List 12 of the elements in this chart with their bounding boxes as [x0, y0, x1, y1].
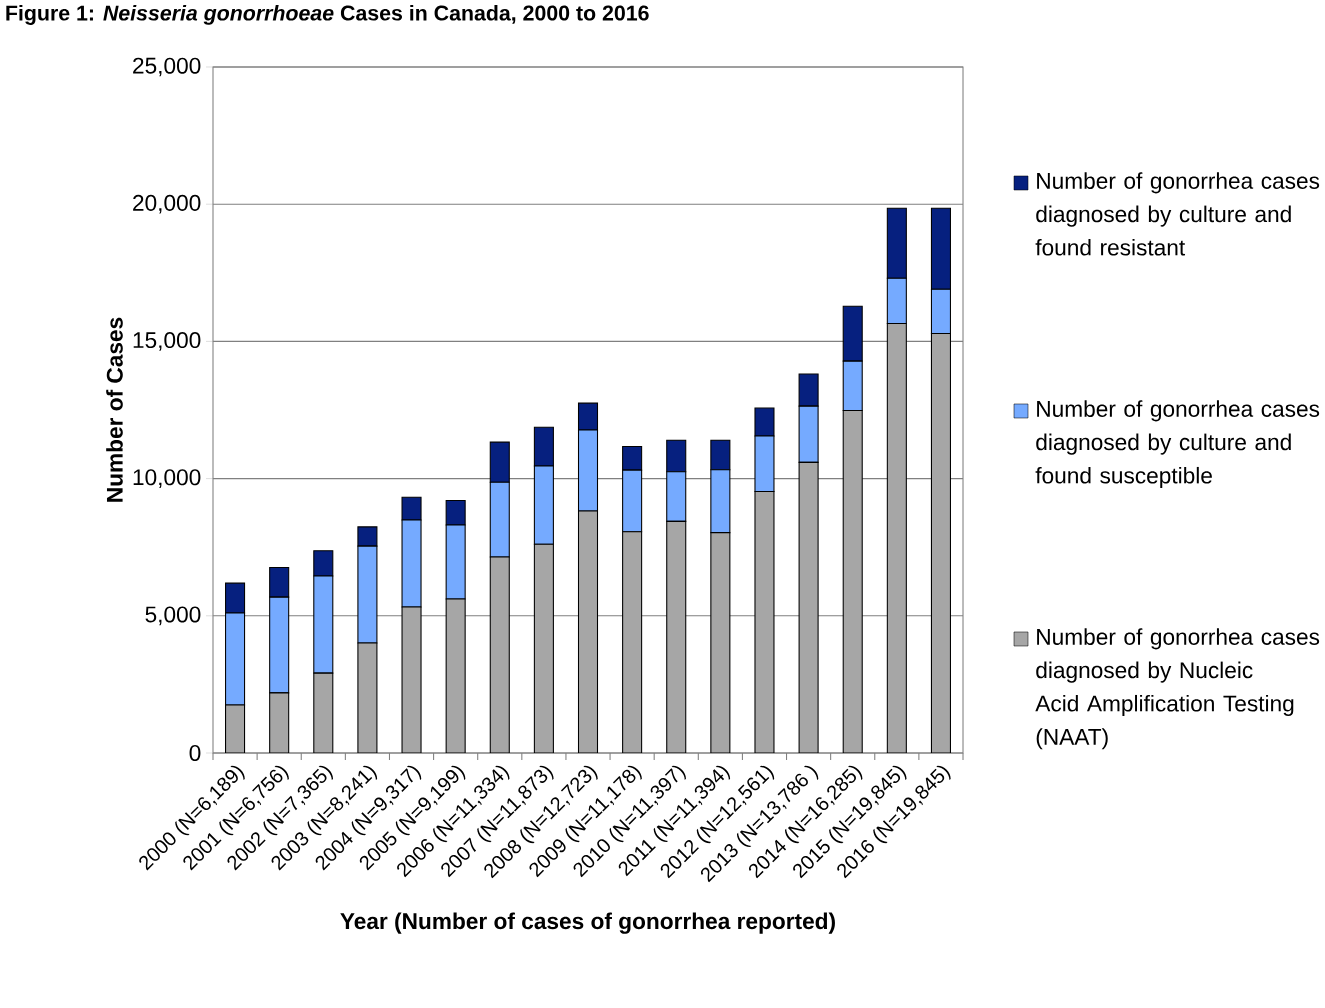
y-tick-label: 20,000: [133, 194, 201, 214]
y-tick-label: 5,000: [145, 606, 201, 626]
y-tick-label: 25,000: [133, 57, 201, 77]
y-axis-title: Number of Cases: [106, 317, 123, 502]
legend-label: Number of gonorrhea cases diagnosed by culture and found resistant: [1035, 172, 1320, 256]
y-tick-label: 10,000: [133, 469, 201, 488]
y-tick-label: 15,000: [133, 332, 201, 351]
legend-label: Number of gonorrhea cases diagnosed by culture and found susceptible: [1035, 400, 1320, 489]
chart-title: Figure 1: Neisseria gonorrhoeae Cases in Canada, 2000 to 2016: [6, 4, 649, 25]
legend-label: Number of gonorrhea cases diagnosed by Nucleic Acid Amplification Testing (NAAT): [1035, 628, 1320, 750]
y-tick-label: 0: [189, 744, 201, 762]
x-axis-title: Year (Number of cases of gonorrhea reported): [340, 912, 835, 934]
